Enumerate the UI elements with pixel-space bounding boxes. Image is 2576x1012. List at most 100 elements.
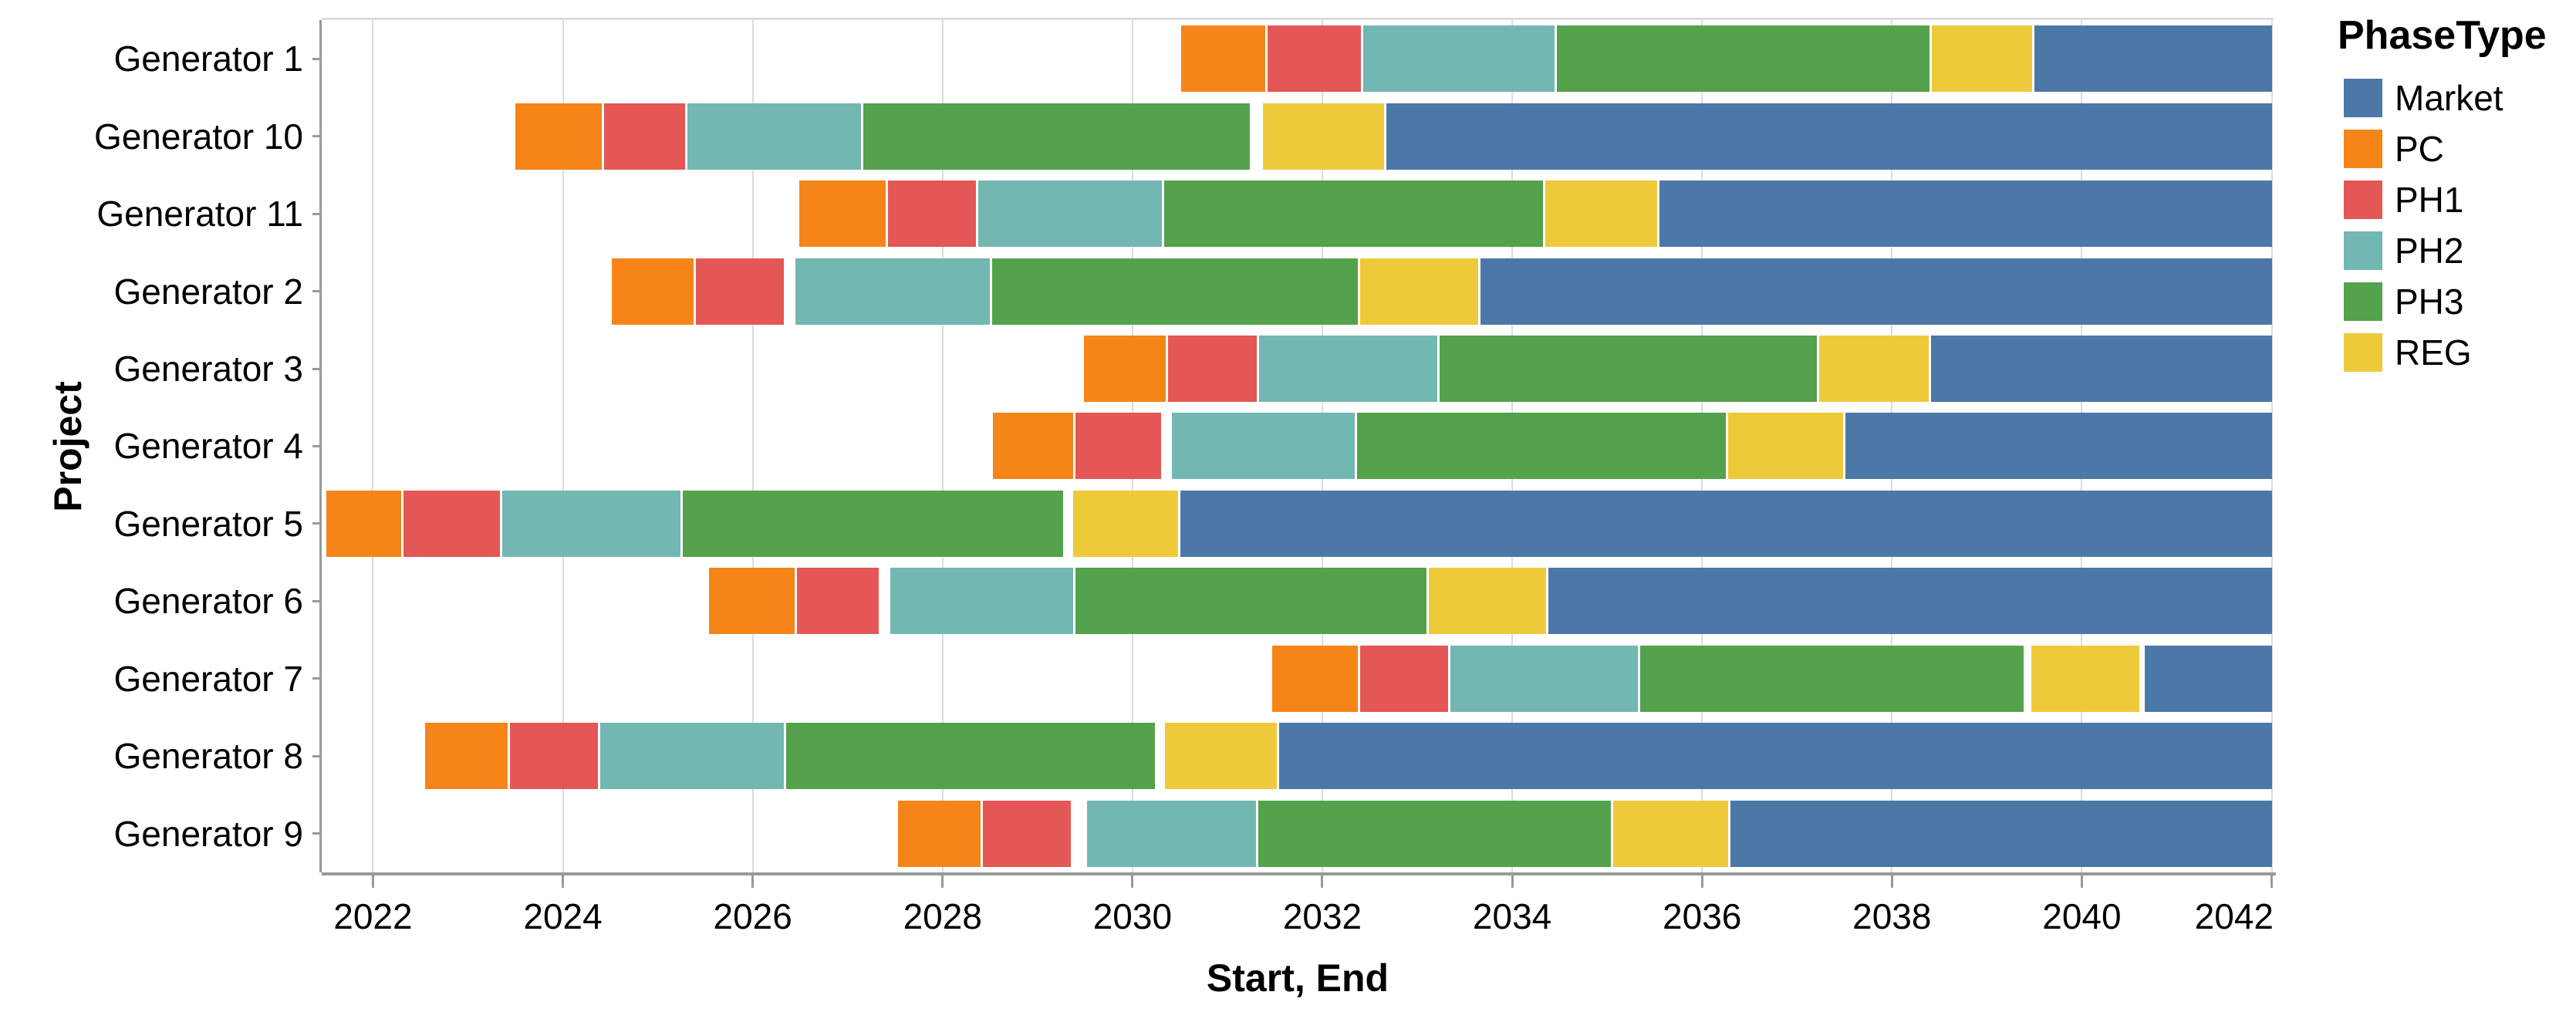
legend-entries: Market PC PH1 PH2 PH3 REG: [2338, 78, 2547, 373]
x-tick-label: 2024: [523, 896, 603, 936]
x-tick: [1321, 875, 1324, 888]
x-tick-label: 2028: [903, 896, 982, 936]
y-axis-labels: Generator 1 Generator 10 Generator 11 Gener…: [0, 20, 303, 872]
gridline: [562, 20, 564, 872]
bar-segment-PH1: [796, 568, 879, 635]
bar-segment-Market: [1659, 180, 2273, 248]
x-tick-label: 2036: [1663, 896, 1742, 936]
x-tick: [562, 875, 565, 888]
bar-segment-Market: [1845, 413, 2273, 480]
bar-segment-PC: [515, 103, 602, 170]
legend-label: PH3: [2395, 282, 2464, 322]
x-tick: [1511, 875, 1514, 888]
legend-entry: PH2: [2338, 231, 2547, 271]
legend-label: PH2: [2395, 231, 2464, 271]
bar-segment-PH1: [403, 490, 501, 557]
bar-segment-PH1: [1267, 25, 1362, 93]
y-tick: [312, 677, 322, 680]
bar-segment-PH3: [1640, 645, 2024, 712]
bar-segment-PH2: [795, 258, 991, 325]
bar-segment-PH1: [982, 800, 1071, 867]
x-tick-label: 2034: [1472, 896, 1552, 936]
bar-segment-REG: [1360, 258, 1478, 325]
bar-segment-Market: [1931, 336, 2273, 403]
bar-segment-REG: [1545, 180, 1658, 248]
bar-segment-PC: [799, 180, 886, 248]
legend-swatch-PC: [2344, 130, 2382, 168]
bar-segment-Market: [1730, 800, 2273, 867]
bar-segment-PH3: [1356, 413, 1726, 480]
bar-segment-PH3: [863, 103, 1251, 170]
bar-segment-PH1: [696, 258, 784, 325]
bar-row: [322, 175, 2274, 252]
bar-segment-PH2: [1363, 25, 1555, 93]
legend-entry: Market: [2338, 78, 2547, 118]
y-axis-label: Generator 1: [113, 39, 303, 79]
bar-segment-PH1: [1075, 413, 1161, 480]
legend-label: REG: [2395, 332, 2472, 373]
bar-segment-REG: [1429, 568, 1547, 635]
bar-segment-PH3: [1163, 180, 1544, 248]
legend-label: Market: [2395, 78, 2503, 118]
bar-segment-PH1: [1360, 645, 1449, 712]
legend-swatch-PH3: [2344, 282, 2382, 321]
bar-segment-REG: [2031, 645, 2140, 712]
legend-swatch-Market: [2344, 79, 2382, 117]
gridline: [372, 20, 374, 872]
plot-area: [319, 18, 2274, 872]
gridline: [751, 20, 754, 872]
bar-segment-REG: [1164, 723, 1277, 790]
bar-segment-REG: [1072, 490, 1178, 557]
y-axis-domain-line: [319, 20, 322, 872]
bar-row: [322, 407, 2274, 484]
x-tick: [1700, 875, 1703, 888]
x-axis: 2022 2024 2026 2028 2030 2032 2034 2036 2038 2040…: [322, 872, 2276, 1012]
x-tick-label: 2038: [1852, 896, 1932, 936]
bar-row: [322, 795, 2274, 872]
x-axis-domain-line: [322, 872, 2276, 875]
x-tick-label: 2022: [333, 896, 413, 936]
legend-swatch-REG: [2344, 333, 2382, 372]
bar-segment-PC: [611, 258, 694, 325]
bar-segment-REG: [1612, 800, 1729, 867]
bar-segment-Market: [2144, 645, 2273, 712]
y-axis-label: Generator 11: [96, 194, 303, 234]
bar-segment-PH1: [1167, 336, 1257, 403]
bar-segment-REG: [1262, 103, 1384, 170]
bar-segment-PH2: [1171, 413, 1355, 480]
bar-segment-PH3: [1075, 568, 1427, 635]
bar-segment-PH3: [682, 490, 1063, 557]
bar-segment-PC: [993, 413, 1074, 480]
plot-top-border: [322, 18, 2274, 20]
x-tick-label: 2026: [713, 896, 792, 936]
bar-segment-REG: [1818, 336, 1929, 403]
bar-row: [322, 252, 2274, 329]
y-axis-label: Generator 5: [113, 503, 303, 544]
y-axis-label: Generator 2: [113, 271, 303, 312]
bar-segment-PH2: [977, 180, 1162, 248]
bar-segment-PC: [1272, 645, 1359, 712]
y-tick: [312, 57, 322, 60]
bar-segment-REG: [1727, 413, 1844, 480]
bar-segment-PC: [898, 800, 981, 867]
y-tick: [312, 754, 322, 757]
bar-row: [322, 330, 2274, 407]
legend-label: PC: [2395, 129, 2444, 169]
bar-segment-PH2: [687, 103, 861, 170]
bar-segment-PH3: [1439, 336, 1817, 403]
x-tick: [371, 875, 374, 888]
bar-segment-PH2: [502, 490, 680, 557]
y-tick: [312, 135, 322, 138]
legend-entry: PH3: [2338, 282, 2547, 322]
legend: PhaseType Market PC PH1 PH2 PH3 REG: [2338, 12, 2547, 384]
bar-row: [322, 562, 2274, 639]
bar-segment-Market: [2034, 25, 2273, 93]
bar-segment-PH1: [603, 103, 686, 170]
y-axis-label: Generator 7: [113, 658, 303, 699]
y-axis-label: Generator 8: [113, 736, 303, 777]
x-tick: [1131, 875, 1134, 888]
bar-segment-PH3: [992, 258, 1359, 325]
bar-segment-PH1: [887, 180, 976, 248]
y-axis-label: Generator 4: [113, 426, 303, 467]
